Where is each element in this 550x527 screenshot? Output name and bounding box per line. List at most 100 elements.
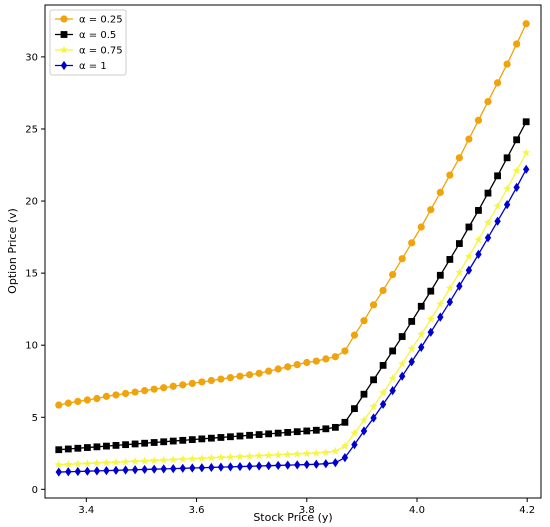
data-point: [160, 438, 168, 446]
data-point: [198, 435, 206, 443]
data-point: [502, 184, 512, 193]
data-point: [437, 312, 444, 322]
data-point: [74, 397, 82, 406]
data-point: [360, 390, 368, 398]
data-point: [255, 461, 263, 471]
data-point: [112, 465, 120, 475]
data-point: [102, 458, 111, 467]
data-point: [312, 426, 320, 434]
series-3: [54, 148, 531, 469]
data-point: [446, 256, 454, 263]
data-point: [417, 223, 425, 231]
data-point: [54, 460, 63, 469]
data-point: [179, 381, 187, 389]
data-point: [103, 442, 110, 450]
data-point: [131, 465, 139, 475]
data-point: [313, 459, 320, 469]
data-point: [255, 431, 263, 438]
data-point: [74, 444, 82, 452]
data-point: [302, 449, 311, 458]
data-point: [379, 399, 387, 409]
x-tick-label: 4.0: [409, 505, 425, 516]
data-point: [246, 431, 253, 439]
data-point: [494, 172, 501, 180]
data-point: [513, 40, 521, 48]
data-point: [103, 466, 110, 476]
data-point: [92, 458, 102, 467]
x-tick-label: 3.4: [78, 505, 94, 516]
data-point: [370, 413, 377, 423]
data-point: [274, 460, 282, 471]
data-point: [427, 287, 435, 295]
data-point: [265, 367, 273, 375]
data-point: [379, 361, 387, 369]
data-point: [65, 467, 72, 477]
data-point: [379, 286, 387, 295]
data-point: [255, 369, 263, 377]
data-point: [169, 437, 177, 445]
data-point: [55, 401, 63, 409]
data-point: [389, 270, 397, 279]
data-point: [216, 453, 226, 462]
data-point: [456, 281, 463, 291]
data-point: [322, 355, 330, 363]
data-point: [169, 382, 177, 390]
data-point: [179, 463, 186, 473]
data-point: [293, 449, 302, 458]
data-point: [359, 415, 369, 424]
data-point: [93, 394, 101, 403]
data-point: [398, 371, 406, 381]
data-point: [265, 430, 273, 438]
data-point: [121, 457, 130, 466]
data-point: [283, 450, 292, 459]
data-point: [331, 446, 340, 455]
data-point: [83, 459, 92, 468]
data-point: [312, 448, 321, 457]
data-point: [265, 461, 272, 471]
data-point: [350, 331, 359, 339]
legend-label: α = 0.75: [79, 46, 123, 57]
data-point: [303, 358, 311, 367]
data-point: [198, 463, 206, 473]
data-point: [227, 462, 234, 472]
data-point: [159, 455, 168, 464]
data-point: [465, 265, 473, 275]
data-point: [303, 459, 310, 470]
data-point: [321, 448, 331, 457]
data-point: [198, 378, 206, 386]
data-point: [350, 428, 359, 437]
data-point: [389, 347, 397, 355]
data-point: [93, 443, 101, 451]
data-point: [408, 318, 416, 325]
data-point: [426, 314, 435, 323]
y-tick-label: 20: [25, 197, 38, 208]
data-point: [150, 385, 158, 393]
data-point: [150, 464, 158, 474]
y-tick-label: 5: [32, 413, 38, 424]
data-point: [55, 467, 62, 477]
data-point: [274, 429, 282, 437]
data-point: [484, 233, 492, 243]
data-point: [246, 461, 253, 471]
data-point: [474, 235, 483, 244]
data-point: [74, 466, 82, 477]
data-point: [226, 452, 235, 461]
data-point: [378, 388, 388, 397]
data-point: [369, 402, 378, 411]
data-point: [121, 389, 130, 398]
x-tick-label: 3.8: [299, 505, 315, 516]
data-point: [332, 458, 339, 468]
data-point: [436, 271, 444, 279]
data-point: [303, 427, 311, 435]
legend-marker: [59, 45, 69, 54]
data-point: [217, 434, 225, 441]
data-point: [170, 463, 177, 474]
data-point: [207, 453, 216, 462]
data-point: [293, 361, 301, 369]
data-point: [197, 453, 207, 462]
data-point: [397, 359, 407, 368]
data-point: [503, 60, 511, 68]
data-point: [284, 363, 292, 371]
data-point: [521, 148, 531, 157]
legend-label: α = 0.25: [79, 15, 123, 26]
